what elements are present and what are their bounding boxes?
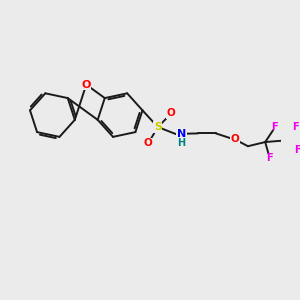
Text: S: S bbox=[154, 122, 162, 132]
Text: F: F bbox=[292, 122, 298, 132]
Text: H: H bbox=[177, 138, 185, 148]
Text: N: N bbox=[177, 129, 186, 139]
Text: O: O bbox=[144, 138, 152, 148]
Text: O: O bbox=[231, 134, 239, 144]
Text: F: F bbox=[271, 122, 278, 132]
Text: O: O bbox=[167, 108, 176, 118]
Text: O: O bbox=[82, 80, 91, 90]
Text: F: F bbox=[294, 146, 300, 155]
Text: F: F bbox=[266, 153, 273, 163]
